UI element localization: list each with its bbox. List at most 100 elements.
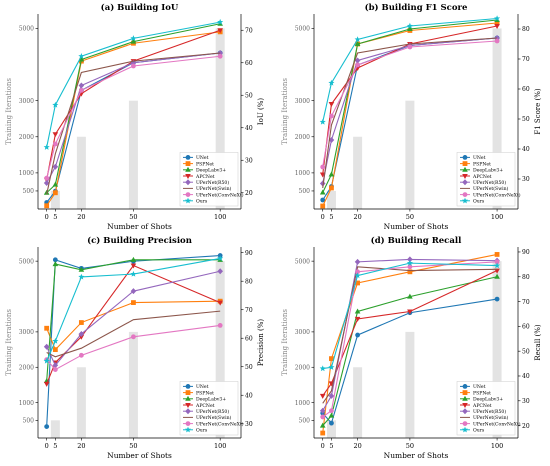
- legend-entry: UNet: [473, 155, 486, 161]
- series-deeplabv3-: [319, 273, 500, 428]
- y-right-tick-label: 50: [245, 92, 253, 99]
- data-point: [78, 273, 85, 280]
- y-right-tick-label: 70: [245, 27, 253, 34]
- legend-entry: Ours: [473, 428, 485, 434]
- x-tick-label: 50: [129, 213, 137, 221]
- legend-swatch-marker: [462, 403, 468, 408]
- y-right-tick-label: 40: [245, 392, 253, 399]
- legend-swatch-marker: [185, 179, 191, 186]
- x-tick-label: 20: [353, 213, 361, 221]
- data-point: [217, 322, 223, 328]
- legend-entry: UPerNet(R50): [473, 179, 506, 186]
- y-left-tick-label: 5000: [295, 26, 310, 33]
- data-point: [217, 53, 223, 59]
- legend-swatch-marker: [184, 197, 192, 204]
- legend-entry: APCNet: [195, 174, 215, 180]
- legend-entry: UPerNet(ConvNeXt): [473, 191, 521, 198]
- data-point: [52, 190, 58, 196]
- legend: UNetPSPNetDeepLabv3+APCNetUPerNet(R50)UP…: [456, 152, 521, 207]
- data-point: [130, 263, 137, 269]
- x-tick-label: 100: [491, 442, 503, 450]
- data-point: [406, 22, 413, 29]
- legend-entry: DeepLabv3+: [196, 397, 226, 403]
- data-point: [329, 113, 334, 119]
- legend-swatch-marker: [185, 421, 191, 426]
- series-ours: [319, 15, 501, 125]
- series-upernet-convnext-: [320, 259, 500, 420]
- iteration-bar: [492, 261, 502, 438]
- data-point: [407, 269, 413, 275]
- iteration-bar: [50, 190, 60, 209]
- y-right-tick-label: 50: [522, 348, 530, 355]
- y-left-tick-label: 3000: [295, 98, 310, 105]
- y-right-axis-label: Precision (%): [257, 319, 265, 367]
- data-point: [328, 102, 335, 107]
- y-left-tick-label: 5000: [19, 258, 34, 265]
- series-upernet-swin-: [46, 52, 221, 195]
- legend-entry: UPerNet(ConvNeXt): [473, 420, 521, 427]
- legend-swatch-marker: [185, 166, 191, 172]
- series-line: [46, 52, 221, 195]
- data-point: [355, 280, 360, 286]
- data-point: [43, 381, 50, 387]
- y-right-tick-label: 70: [245, 307, 253, 314]
- y-right-tick-label: 90: [522, 249, 530, 256]
- data-point: [320, 414, 326, 420]
- legend-entry: UNet: [196, 384, 209, 390]
- y-left-tick-label: 3000: [295, 329, 310, 336]
- legend-swatch-marker: [185, 390, 191, 395]
- x-tick-label: 50: [406, 442, 414, 450]
- data-point: [52, 367, 58, 372]
- x-tick-label: 0: [45, 442, 49, 450]
- legend-swatch-marker: [185, 384, 191, 389]
- data-point: [217, 255, 224, 261]
- data-point: [329, 356, 334, 362]
- data-point: [78, 56, 85, 62]
- legend-swatch-marker: [184, 426, 192, 433]
- data-point: [320, 430, 326, 436]
- data-point: [407, 26, 413, 31]
- legend-swatch-marker: [462, 155, 468, 160]
- chart-panel-2: (b) Building F1 Score 0 5 20 50 100 Number of …: [281, 2, 542, 231]
- data-point: [43, 343, 50, 350]
- x-tick-label: 5: [329, 213, 333, 221]
- data-point: [52, 181, 59, 187]
- y-left-tick-label: 2000: [295, 364, 310, 371]
- data-point: [329, 408, 334, 414]
- legend-swatch-marker: [461, 426, 469, 433]
- iteration-bar: [76, 136, 86, 209]
- data-point: [494, 273, 500, 279]
- y-left-tick-label: 3000: [19, 98, 34, 105]
- data-point: [355, 62, 360, 68]
- x-axis-label: Number of Shots: [107, 222, 172, 231]
- data-point: [44, 424, 50, 429]
- data-point: [319, 365, 326, 372]
- y-right-axis-label: IoU (%): [257, 98, 265, 125]
- series-ours: [319, 259, 501, 372]
- legend-box: [179, 381, 239, 436]
- legend: UNetPSPNetDeepLabv3+APCNetUPerNet(R50)UP…: [179, 152, 244, 207]
- data-point: [43, 180, 50, 186]
- iteration-bar: [128, 100, 138, 209]
- y-right-axis-label: Recall (%): [534, 324, 542, 361]
- iteration-bar: [50, 420, 60, 438]
- x-axis-label: Number of Shots: [384, 222, 449, 231]
- data-point: [319, 118, 326, 125]
- data-point: [131, 300, 136, 305]
- data-point: [52, 163, 59, 170]
- y-left-tick-label: 1000: [295, 170, 310, 177]
- data-point: [52, 362, 59, 369]
- y-right-tick-label: 30: [522, 398, 530, 405]
- y-left-tick-label: 2000: [19, 134, 34, 141]
- chart-title: (c) Building Precision: [87, 235, 192, 246]
- legend-entry: UNet: [473, 384, 486, 390]
- x-tick-label: 50: [406, 213, 414, 221]
- series-upernet-swin-: [322, 266, 498, 404]
- y-left-tick-label: 500: [23, 188, 35, 195]
- data-point: [52, 132, 59, 138]
- data-point: [52, 257, 58, 263]
- series-upernet-swin-: [46, 310, 221, 358]
- data-point: [407, 264, 413, 270]
- data-point: [44, 325, 50, 331]
- y-right-tick-label: 60: [522, 324, 530, 331]
